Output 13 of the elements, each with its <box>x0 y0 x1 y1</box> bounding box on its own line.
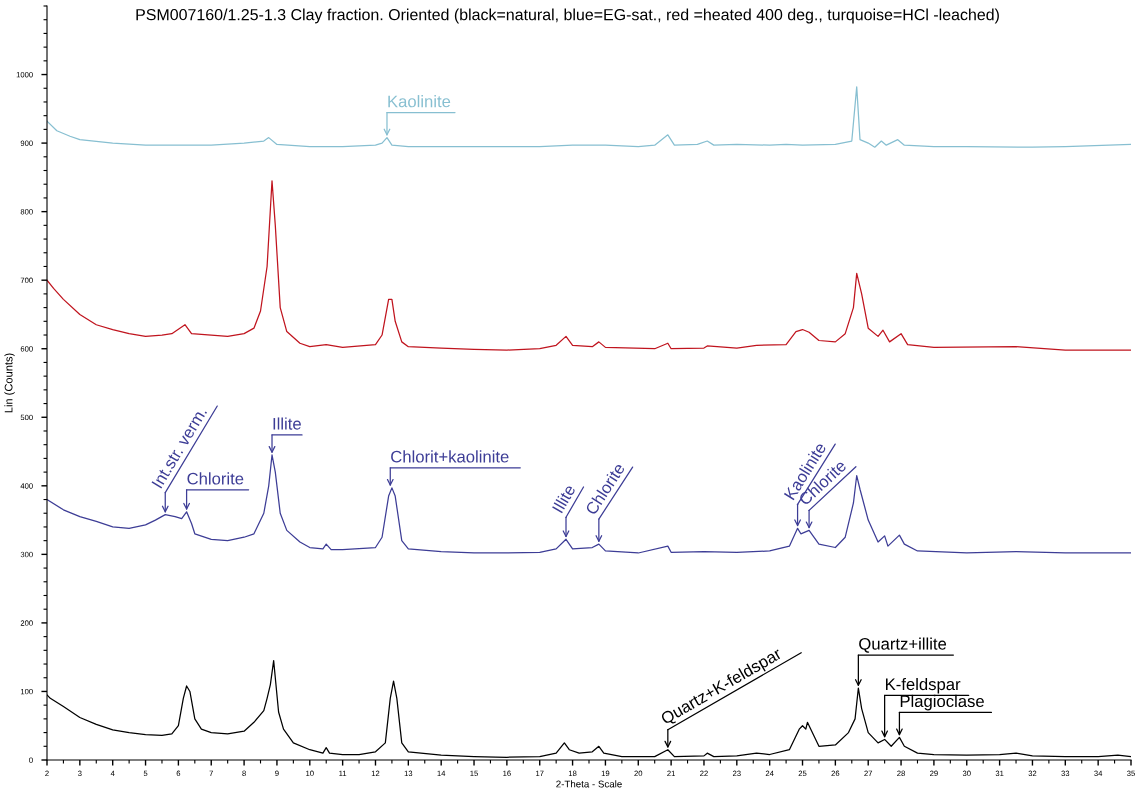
line-series <box>47 86 1131 148</box>
y-axis-title: Lin (Counts) <box>4 353 15 413</box>
annotation: Chlorit+kaolinite <box>391 450 509 463</box>
annotation: Illite <box>551 483 576 514</box>
x-axis-title: 2-Theta - Scale <box>556 780 622 788</box>
annotation: Illite <box>273 417 301 430</box>
annotation: Plagioclase <box>900 694 984 711</box>
line-series <box>47 180 1131 351</box>
annotation: Quartz+illite <box>859 637 947 653</box>
annotation: Kaolinite <box>388 95 451 108</box>
annotation: K-feldspar <box>886 677 961 694</box>
chart-title: PSM007160/1.25-1.3 Clay fraction. Oriented (black=natural, blue=EG-sat., red =heated 400 deg., turquoise=HCl -leached) <box>136 8 999 24</box>
annotation: Chlorite <box>187 472 244 485</box>
